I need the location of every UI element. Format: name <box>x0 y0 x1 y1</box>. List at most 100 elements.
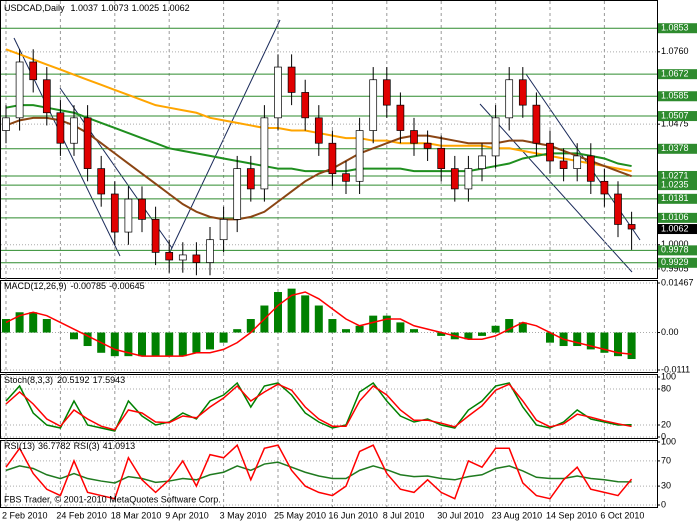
candle-body <box>600 180 609 195</box>
candle-body <box>328 142 337 175</box>
candle-body <box>627 224 636 230</box>
y-tick-label: 0 <box>661 499 666 509</box>
ohlc-value: 1.0025 <box>132 3 160 13</box>
x-tick-label: 18 Mar 2010 <box>111 510 162 520</box>
y-tick-label: 20 <box>661 419 671 429</box>
candle-body <box>83 117 92 169</box>
histogram-bar <box>42 319 51 333</box>
candle-body <box>56 112 65 144</box>
y-tick-label: 1.0760 <box>661 46 689 56</box>
level-label-box <box>658 212 697 223</box>
y-tick-label: 80 <box>661 383 671 393</box>
histogram-bar <box>505 319 514 333</box>
level-label: 1.0378 <box>661 143 689 153</box>
level-label-box <box>658 111 697 122</box>
histogram-bar <box>274 292 282 333</box>
trend-line <box>479 103 633 273</box>
indicator-line <box>5 383 632 431</box>
last-value: 41.0913 <box>103 441 136 451</box>
histogram-bar <box>518 322 527 333</box>
level-label-box <box>658 23 697 34</box>
histogram-bar <box>110 332 119 357</box>
histogram-bar <box>627 332 636 360</box>
candle-body <box>369 79 378 131</box>
histogram-bar <box>70 332 78 340</box>
candle-body <box>532 104 541 144</box>
level-label: 1.0585 <box>661 91 689 101</box>
y-tick-label: 0.9905 <box>661 263 689 273</box>
candle-body <box>355 130 364 182</box>
level-label-box <box>658 180 697 191</box>
candle-body <box>178 254 187 261</box>
candle-body <box>2 117 10 131</box>
histogram-bar <box>396 322 405 333</box>
histogram-bar <box>382 315 391 333</box>
candle-body <box>151 219 160 253</box>
chart-title: USDCAD,Daily <box>4 3 65 13</box>
panel-title: MACD(12,26,9) <box>4 281 67 291</box>
level-label: 1.0672 <box>661 69 689 79</box>
candle-body <box>97 168 106 195</box>
candle-body <box>287 66 296 93</box>
y-tick-label: -0.0111 <box>661 364 690 374</box>
histogram-bar <box>2 319 10 333</box>
histogram-bar <box>15 312 24 333</box>
histogram-bar <box>600 332 609 353</box>
candle-body <box>219 219 228 241</box>
price-header: USDCAD,Daily 1.0037 1.0073 1.0025 1.0062 <box>4 3 190 13</box>
histogram-bar <box>178 332 187 357</box>
candle-body <box>396 104 405 131</box>
level-label-box <box>658 193 697 204</box>
candle-body <box>546 142 554 162</box>
trend-line <box>169 19 281 253</box>
last-value: 20.5192 <box>57 375 90 385</box>
histogram-bar <box>138 332 146 357</box>
candle-body <box>586 155 595 182</box>
histogram-bar <box>614 332 622 357</box>
price-panel <box>0 0 658 279</box>
footer: FBS Trader, © 2001-2010 MetaQuotes Softw… <box>4 494 221 504</box>
candle-body <box>260 117 269 190</box>
last-value: 17.5943 <box>93 375 126 385</box>
candle-body <box>614 193 622 225</box>
indicator-line <box>5 381 632 432</box>
stoch-header: Stoch(8,3,3) 20.5192 17.5943 <box>4 375 125 385</box>
x-tick-label: 8 Jul 2010 <box>383 510 425 520</box>
y-tick-label: 0.01467 <box>661 277 694 287</box>
histogram-bar <box>573 332 582 347</box>
ohlc-value: 1.0062 <box>162 3 190 13</box>
candle-body <box>138 198 146 220</box>
rsi-header: RSI(13) 36.7782 RSI(3) 41.0913 <box>4 441 135 451</box>
candle-body <box>42 79 51 114</box>
y-tick-label: 30 <box>661 480 671 490</box>
histogram-bar <box>464 332 473 340</box>
candle-body <box>342 173 350 182</box>
y-tick-label: 1.0000 <box>661 239 689 249</box>
candle-body <box>124 198 133 233</box>
level-label: 1.0853 <box>661 23 689 33</box>
candle-body <box>505 79 514 119</box>
histogram-bar <box>314 305 323 333</box>
histogram-bar <box>151 332 160 357</box>
last-value: -0.00785 <box>71 281 107 291</box>
candle-body <box>301 92 310 119</box>
x-tick-label: 30 Jul 2010 <box>437 510 484 520</box>
histogram-bar <box>355 325 364 333</box>
ohlc-value: 1.0073 <box>101 3 129 13</box>
histogram-bar <box>301 295 310 333</box>
y-tick-label: 70 <box>661 455 671 465</box>
level-label-box <box>658 170 697 181</box>
level-label: 1.0507 <box>661 110 689 120</box>
level-label: 0.9929 <box>661 257 689 267</box>
histogram-bar <box>410 329 418 333</box>
candle-body <box>192 254 201 263</box>
level-label: 1.0181 <box>661 193 689 203</box>
histogram-bar <box>478 332 486 336</box>
rsi-panel <box>0 440 658 508</box>
ohlc-value: 1.0037 <box>71 3 99 13</box>
last-value: 36.7782 <box>38 441 71 451</box>
x-tick-label: 6 Oct 2010 <box>600 510 644 520</box>
x-tick-label: 2 Feb 2010 <box>2 510 48 520</box>
